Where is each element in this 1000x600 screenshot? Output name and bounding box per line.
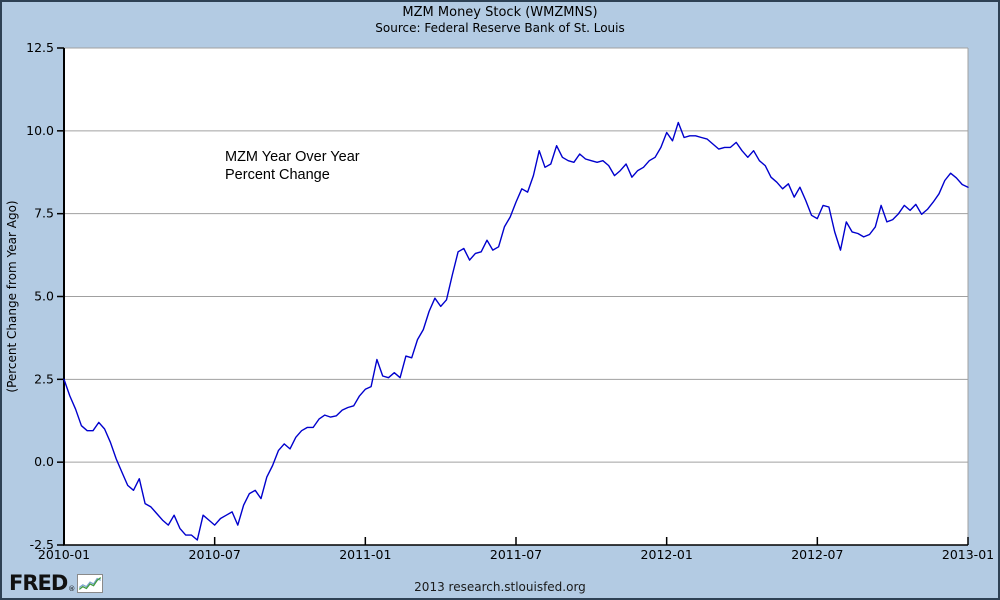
x-tick-label: 2012-07 <box>791 547 843 562</box>
chart-source: Source: Federal Reserve Bank of St. Loui… <box>375 21 625 35</box>
x-tick-label: 2010-07 <box>189 547 241 562</box>
y-tick-label: 7.5 <box>34 206 54 221</box>
fred-logo-text: FRED <box>9 571 68 595</box>
fred-logo: FRED ® <box>9 571 104 595</box>
x-tick-label: 2012-01 <box>641 547 693 562</box>
y-tick-label: 10.0 <box>26 123 54 138</box>
y-tick-label: 12.5 <box>26 40 54 55</box>
y-tick-label: 0.0 <box>34 454 54 469</box>
mini-line-chart-icon <box>77 574 104 593</box>
x-tick-label: 2013-01 <box>942 547 994 562</box>
data-line-series <box>63 121 969 541</box>
chart-annotation: MZM Year Over Year Percent Change <box>225 148 360 184</box>
footer-credit: 2013 research.stlouisfed.org <box>414 580 586 594</box>
y-tick-label: -2.5 <box>30 537 54 552</box>
x-tick-label: 2011-01 <box>339 547 391 562</box>
registered-trademark-icon: ® <box>68 585 76 593</box>
y-tick-label: 2.5 <box>34 371 54 386</box>
annotation-line-2: Percent Change <box>225 167 330 183</box>
chart-title: MZM Money Stock (WMZMNS) <box>402 5 598 20</box>
x-tick-label: 2011-07 <box>490 547 542 562</box>
y-axis-title: (Percent Change from Year Ago) <box>5 200 19 392</box>
y-tick-label: 5.0 <box>34 289 54 304</box>
chart-header: MZM Money Stock (WMZMNS) Source: Federal… <box>2 5 998 36</box>
x-tick-label: 2010-01 <box>38 547 90 562</box>
annotation-line-1: MZM Year Over Year <box>225 149 360 165</box>
